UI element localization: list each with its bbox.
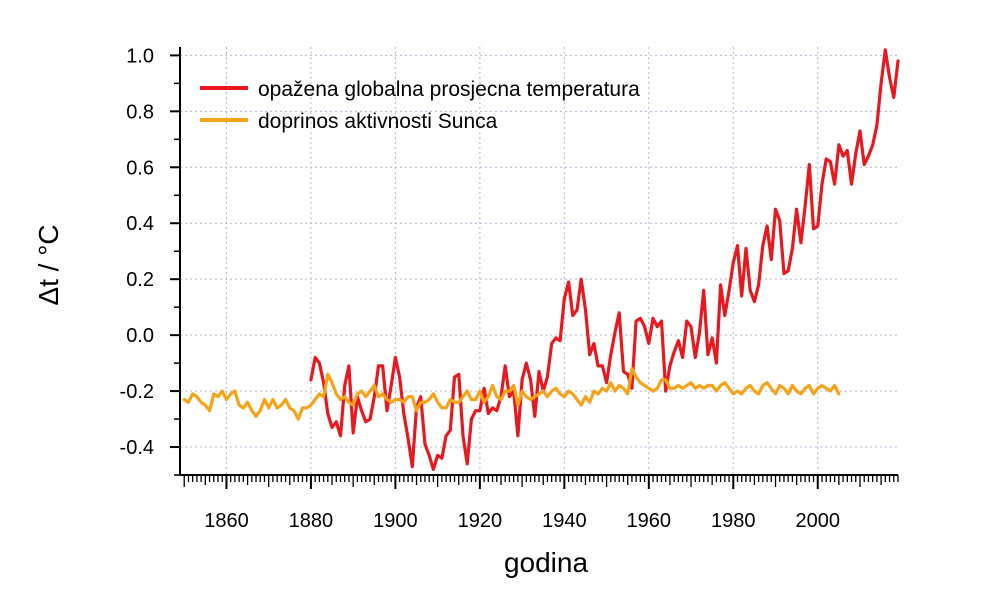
x-axis-label: godina (504, 547, 589, 578)
x-tick-label: 1880 (289, 510, 334, 532)
x-tick-label: 1900 (373, 510, 418, 532)
legend: opažena globalna prosjecna temperatura d… (200, 78, 640, 133)
legend-label-observed: opažena globalna prosjecna temperatura (258, 78, 640, 101)
y-tick-label: -0.4 (120, 437, 154, 459)
y-tick-label: -0.2 (120, 381, 154, 403)
y-tick-label: 0.6 (126, 157, 154, 179)
x-tick-label: 2000 (796, 510, 841, 532)
series-layer (182, 48, 900, 471)
y-tick-label: 0.0 (126, 325, 154, 347)
series-line-1 (182, 367, 841, 421)
x-tick-label: 1960 (627, 510, 672, 532)
legend-label-solar: doprinos aktivnosti Sunca (258, 110, 498, 133)
y-tick-label: 0.8 (126, 101, 154, 123)
series-line-0 (309, 48, 900, 471)
y-tick-label: 0.2 (126, 269, 154, 291)
x-tick-label: 1860 (204, 510, 249, 532)
y-axis-label: Δt / °C (33, 224, 64, 305)
x-tick-label: 1940 (542, 510, 587, 532)
x-tick-label: 1920 (458, 510, 503, 532)
x-tick-label: 1980 (711, 510, 756, 532)
y-tick-label: 0.4 (126, 213, 154, 235)
y-tick-label: 1.0 (126, 45, 154, 67)
ticks-layer: -0.4 -0.2 0.0 0.2 0.4 0.6 0.8 1.0 1860 1880 1900 19… (120, 45, 899, 532)
